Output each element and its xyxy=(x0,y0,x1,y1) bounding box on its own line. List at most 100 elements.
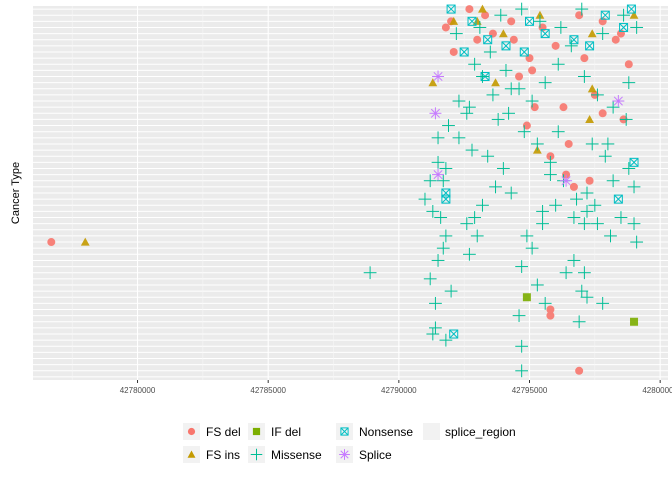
data-point xyxy=(515,260,529,273)
data-point xyxy=(598,149,612,163)
data-point xyxy=(504,82,518,96)
data-point xyxy=(629,10,639,19)
data-point xyxy=(429,296,442,310)
series-fs-del xyxy=(47,5,633,375)
data-point xyxy=(465,5,474,14)
data-point xyxy=(551,57,565,71)
data-point xyxy=(616,29,625,38)
legend-label: IF del xyxy=(271,425,301,439)
data-point xyxy=(575,11,584,20)
data-point xyxy=(601,137,615,151)
data-point xyxy=(431,155,445,169)
data-point xyxy=(434,211,448,224)
data-point xyxy=(577,217,591,231)
data-point xyxy=(598,109,607,118)
data-point xyxy=(431,131,445,145)
data-point xyxy=(627,180,641,194)
data-point xyxy=(580,186,594,200)
data-point xyxy=(473,35,482,44)
data-point xyxy=(624,60,633,69)
data-point xyxy=(585,115,595,124)
data-point xyxy=(619,113,633,126)
data-point xyxy=(596,296,610,310)
data-points xyxy=(47,2,644,378)
x-axis: 42780000 42785000 42790000 42795000 42800000 xyxy=(120,380,672,395)
data-point xyxy=(538,76,552,90)
data-point xyxy=(591,88,604,102)
data-point xyxy=(580,204,594,218)
x-tick-label: 42790000 xyxy=(381,386,417,395)
data-point xyxy=(617,8,630,22)
data-point xyxy=(515,364,529,378)
data-point xyxy=(551,41,560,50)
data-point xyxy=(446,4,456,14)
series-nonsense xyxy=(441,4,639,339)
data-point xyxy=(559,266,573,280)
data-point xyxy=(515,339,529,353)
data-point xyxy=(504,186,518,200)
x-tick-label: 42785000 xyxy=(250,386,286,395)
data-point xyxy=(426,327,440,341)
grid xyxy=(33,6,668,380)
data-point xyxy=(449,47,458,56)
data-point xyxy=(622,76,636,90)
data-point xyxy=(627,217,641,231)
data-point xyxy=(522,293,531,302)
data-point xyxy=(429,321,442,335)
marker-plus xyxy=(250,448,263,461)
data-point xyxy=(551,125,565,139)
data-point xyxy=(585,176,594,185)
data-point xyxy=(428,78,438,87)
data-point xyxy=(536,204,549,218)
data-point xyxy=(502,106,515,120)
data-point xyxy=(470,229,484,243)
data-point xyxy=(460,106,474,120)
data-point xyxy=(538,296,552,310)
data-point xyxy=(522,121,531,130)
data-point xyxy=(591,217,604,231)
data-point xyxy=(585,41,595,51)
data-point xyxy=(580,54,589,63)
data-point xyxy=(476,70,489,83)
data-point xyxy=(630,235,644,249)
data-point xyxy=(47,238,56,247)
legend-label: splice_region xyxy=(445,425,516,439)
data-point xyxy=(559,103,568,112)
marker-asterisk xyxy=(339,449,350,460)
data-point xyxy=(629,157,639,167)
data-point xyxy=(562,170,571,179)
data-point xyxy=(483,35,493,45)
data-point xyxy=(572,315,586,329)
marker-circle xyxy=(187,427,196,436)
data-point xyxy=(604,229,617,243)
data-point xyxy=(544,168,557,182)
data-point xyxy=(449,329,459,339)
data-point xyxy=(585,137,599,151)
data-point xyxy=(525,241,539,255)
marker-square xyxy=(252,427,261,436)
data-point xyxy=(577,70,591,83)
data-point xyxy=(530,103,539,112)
data-point xyxy=(363,266,377,280)
data-point xyxy=(525,54,534,63)
x-tick-label: 42795000 xyxy=(512,386,548,395)
data-point xyxy=(467,16,477,26)
data-point xyxy=(452,94,466,108)
data-point xyxy=(459,47,469,57)
data-point xyxy=(489,180,502,194)
data-point xyxy=(619,22,629,32)
data-point xyxy=(575,2,589,16)
data-point xyxy=(423,272,437,286)
legend-item: Splice xyxy=(336,446,392,463)
data-point xyxy=(600,10,610,20)
data-point xyxy=(436,174,450,188)
data-point xyxy=(588,198,602,212)
legend-item: Nonsense xyxy=(336,423,413,440)
data-point xyxy=(546,311,555,320)
data-point xyxy=(486,88,500,102)
data-point xyxy=(498,29,508,38)
data-point xyxy=(630,21,644,34)
data-point xyxy=(80,237,90,246)
data-point xyxy=(426,204,440,218)
data-point xyxy=(525,94,539,108)
